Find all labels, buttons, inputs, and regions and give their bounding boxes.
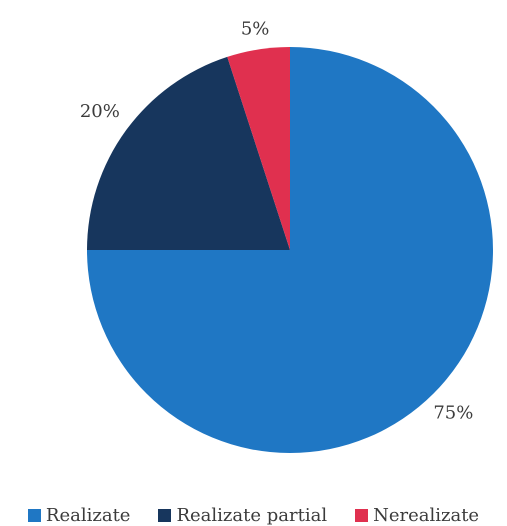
legend-swatch-realizate (27, 508, 41, 522)
legend-swatch-realizate-partial (158, 508, 172, 522)
data-label-realizate-partial: 20% (80, 101, 120, 122)
legend-item-realizate-partial: Realizate partial (158, 504, 328, 526)
pie-slices (87, 47, 493, 453)
legend-item-nerealizate: Nerealizate (355, 504, 480, 526)
pie-data-labels: 75% 20% 5% (80, 19, 473, 424)
legend: Realizate Realizate partial Nerealizate (0, 504, 507, 526)
pie-slice-realizate-partial (87, 56, 290, 250)
legend-label-nerealizate: Nerealizate (373, 504, 480, 526)
data-label-realizate: 75% (433, 402, 473, 423)
pie-slice-nerealizate (227, 47, 290, 250)
legend-swatch-nerealizate (355, 508, 369, 522)
data-label-nerealizate: 5% (241, 19, 270, 40)
legend-label-realizate-partial: Realizate partial (176, 504, 328, 526)
legend-item-realizate: Realizate (27, 504, 131, 526)
legend-label-realizate: Realizate (45, 504, 131, 526)
